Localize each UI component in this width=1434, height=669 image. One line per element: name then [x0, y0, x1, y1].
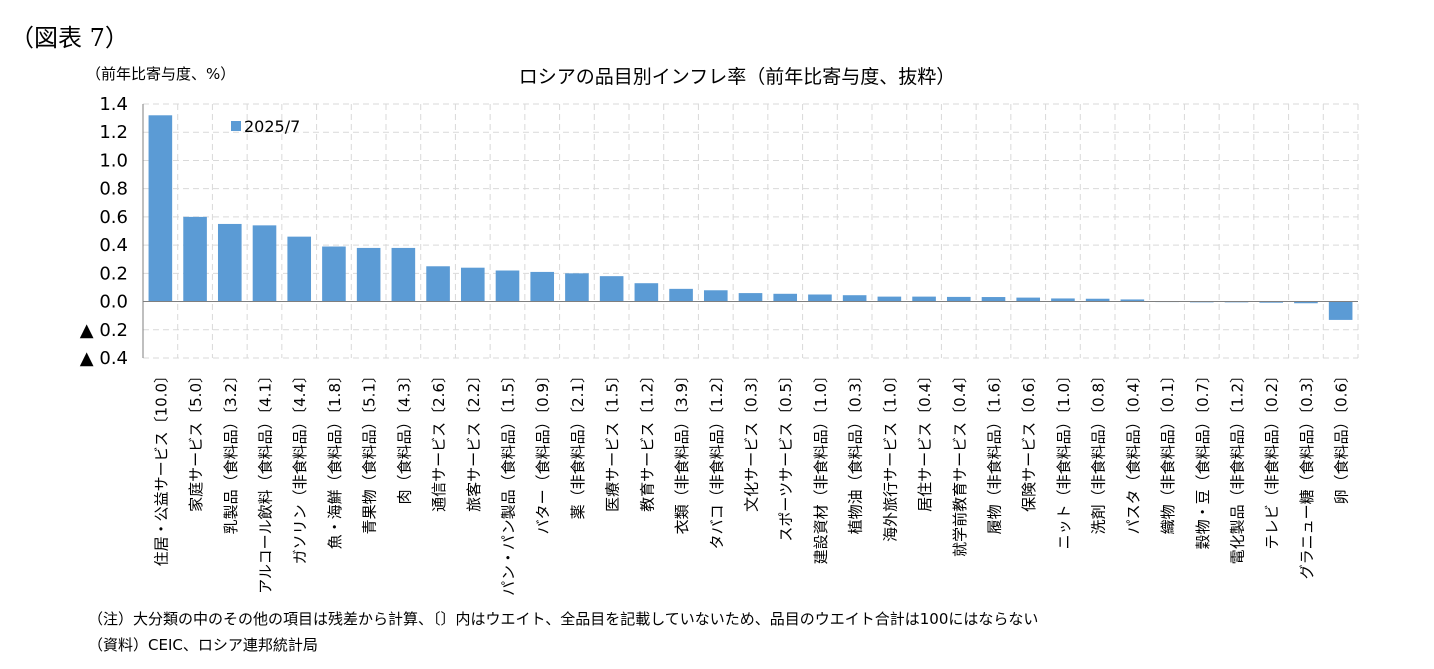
y-tick-label: 1.2 — [99, 122, 128, 143]
category-label: 穀物・豆（食料品）〔0.7〕 — [1194, 368, 1212, 549]
y-tick-label: 0.2 — [99, 263, 128, 284]
bar — [634, 283, 659, 302]
category-label: 家庭サービス〔5.0〕 — [187, 368, 205, 512]
bar — [252, 225, 277, 302]
y-tick-label: 0.4 — [99, 235, 128, 256]
bar — [217, 223, 242, 302]
category-label: 教育サービス〔1.2〕 — [638, 368, 656, 512]
source-note: （資料）CEIC、ロシア連邦統計局 — [88, 636, 318, 654]
category-label: ガソリン（非食料品）〔4.4〕 — [291, 368, 309, 564]
category-label: パスタ（食料品）〔0.4〕 — [1124, 368, 1142, 534]
bar — [669, 288, 693, 302]
bar — [287, 236, 312, 302]
category-label: 履物（非食料品）〔1.6〕 — [986, 368, 1004, 534]
footnote: （注）大分類の中のその他の項目は残差から計算、〔〕内はウエイト、全品目を記載して… — [88, 610, 1039, 628]
category-label: 建設資材（非食料品）〔1.0〕 — [812, 368, 830, 564]
y-axis-ticks: 1.4 1.2 1.0 0.8 0.6 0.4 0.2 0.0 ▲ 0.2 ▲ 0.4 — [80, 94, 128, 369]
legend-swatch — [231, 121, 241, 131]
bar — [426, 266, 450, 302]
category-label: 乳製品（食料品）〔3.2〕 — [222, 368, 240, 534]
y-tick-label: 0.6 — [99, 207, 128, 228]
category-label: 文化サービス〔0.3〕 — [743, 368, 761, 512]
bar — [738, 293, 763, 302]
category-label: 洗剤（非食料品）〔0.8〕 — [1090, 368, 1108, 534]
bar — [322, 246, 346, 302]
bar — [565, 273, 589, 302]
category-label: 通信サービス〔2.6〕 — [430, 368, 448, 512]
bar — [1328, 301, 1353, 320]
bar — [808, 294, 832, 302]
category-label: 青果物（食料品）〔5.1〕 — [361, 368, 379, 534]
legend: 2025/7 — [231, 117, 300, 136]
category-label: 薬（非食料品）〔2.1〕 — [569, 368, 587, 519]
category-label: 魚・海鮮（食料品）〔1.8〕 — [326, 368, 344, 549]
bar — [599, 276, 624, 302]
bar — [773, 293, 798, 302]
figure-label: （図表 7） — [10, 24, 129, 52]
category-label: ニット（非食料品）〔1.0〕 — [1055, 368, 1073, 549]
bar — [1294, 301, 1318, 304]
bar — [1051, 298, 1075, 302]
category-label: 居住サービス〔0.4〕 — [916, 368, 934, 512]
bar — [1120, 299, 1145, 302]
category-label: 旅客サービス〔2.2〕 — [465, 368, 483, 512]
legend-label: 2025/7 — [244, 117, 300, 136]
category-label: バター（食料品）〔0.9〕 — [534, 368, 552, 534]
bar — [530, 271, 555, 302]
category-label: 住居・公益サービス〔10.0〕 — [152, 368, 170, 566]
bar — [495, 270, 520, 302]
category-label: 織物（非食料品）〔0.1〕 — [1159, 368, 1177, 534]
axes — [142, 104, 1358, 358]
category-label: タバコ（非食料品）〔1.2〕 — [708, 368, 726, 549]
bar — [842, 295, 867, 302]
category-label: アルコール飲料（食料品）〔4.1〕 — [257, 368, 275, 594]
bar — [877, 296, 902, 302]
bar — [1085, 298, 1110, 302]
y-tick-label: 0.0 — [99, 292, 128, 313]
y-tick-label: 0.8 — [99, 179, 128, 200]
category-label: 海外旅行サービス〔1.0〕 — [881, 368, 899, 542]
bar — [912, 296, 936, 302]
category-label: 電化製品（非食料品）〔1.2〕 — [1229, 368, 1247, 564]
bar — [356, 247, 381, 302]
category-label: 保険サービス〔0.6〕 — [1020, 368, 1038, 512]
bar — [148, 115, 173, 302]
bar — [946, 296, 971, 302]
category-label: 肉（食料品）〔4.3〕 — [395, 368, 413, 504]
bars — [148, 115, 1353, 320]
category-labels: 住居・公益サービス〔10.0〕 家庭サービス〔5.0〕 乳製品（食料品）〔3.2〕ア… — [152, 368, 1350, 596]
category-label: 医療サービス〔1.5〕 — [604, 368, 622, 512]
bar — [460, 267, 485, 302]
category-label: スポーツサービス〔0.5〕 — [777, 368, 795, 542]
category-label: グラニュー糖（食料品）〔0.3〕 — [1298, 368, 1316, 579]
y-axis-unit-label: （前年比寄与度、%） — [86, 65, 236, 83]
chart-title: ロシアの品目別インフレ率（前年比寄与度、抜粋） — [518, 66, 956, 88]
y-tick-label: ▲ 0.2 — [80, 320, 128, 341]
gridlines — [142, 103, 1359, 359]
bar — [1259, 301, 1284, 303]
y-tick-label: 1.0 — [99, 150, 128, 171]
category-label: テレビ（非食料品）〔0.2〕 — [1263, 368, 1281, 549]
category-label: 植物油（食料品）〔0.3〕 — [847, 368, 865, 534]
bar — [981, 297, 1006, 302]
y-tick-label: 1.4 — [99, 94, 128, 115]
y-tick-label: ▲ 0.4 — [80, 348, 128, 369]
bar — [391, 247, 416, 302]
bar — [183, 216, 207, 302]
bar — [703, 290, 728, 302]
category-label: 就学前教育サービス〔0.4〕 — [951, 368, 969, 557]
category-label: 卵（食料品）〔0.6〕 — [1333, 368, 1351, 504]
bar — [1016, 297, 1041, 302]
category-label: 衣類（非食料品）〔3.9〕 — [673, 368, 691, 534]
category-label: パン・パン製品（食料品）〔1.5〕 — [500, 368, 518, 596]
